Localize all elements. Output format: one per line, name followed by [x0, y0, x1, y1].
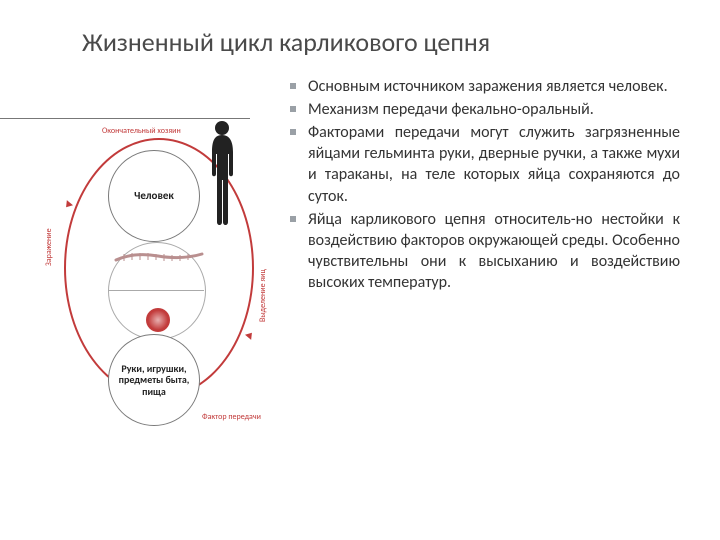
inner-divider: [108, 290, 204, 291]
text-column: Основным источником заражения является ч…: [290, 76, 680, 295]
label-egg-release: Выделение яиц: [258, 269, 268, 322]
node-objects-label: Руки, игрушки, предметы быта, пища: [113, 363, 195, 398]
bullet-text: Яйца карликового цепня относитель-но нес…: [308, 210, 680, 292]
bullet-list: Основным источником заражения является ч…: [290, 76, 680, 293]
body-row: Человек Руки, игрушки, предметы быта, пи…: [46, 76, 680, 442]
label-host: Окончательный хозяин: [102, 126, 181, 136]
list-item: Яйца карликового цепня относитель-но нес…: [290, 209, 680, 293]
label-factor: Фактор передачи: [202, 412, 261, 422]
cycle-arrowhead-icon: [245, 330, 255, 340]
node-human-label: Человек: [134, 190, 174, 203]
slide: Жизненный цикл карликового цепня: [0, 0, 720, 540]
list-item: Механизм передачи фекально-оральный.: [290, 99, 680, 120]
worm-icon: [114, 250, 204, 264]
human-silhouette-icon: [202, 118, 242, 228]
bullet-text: Факторами передачи могут служить загрязн…: [308, 123, 680, 205]
diagram-column: Человек Руки, игрушки, предметы быта, пи…: [46, 76, 272, 442]
cycle-arrowhead-icon: [63, 200, 73, 210]
label-infection: Заражение: [44, 228, 54, 266]
list-item: Факторами передачи могут служить загрязн…: [290, 122, 680, 206]
node-human: Человек: [108, 150, 200, 242]
bullet-text: Основным источником заражения является ч…: [308, 77, 668, 96]
bullet-text: Механизм передачи фекально-оральный.: [308, 100, 594, 119]
egg-icon: [146, 308, 170, 332]
lifecycle-diagram: Человек Руки, игрушки, предметы быта, пи…: [46, 112, 272, 442]
slide-title: Жизненный цикл карликового цепня: [82, 26, 680, 58]
node-objects: Руки, игрушки, предметы быта, пища: [108, 334, 200, 426]
list-item: Основным источником заражения является ч…: [290, 76, 680, 97]
